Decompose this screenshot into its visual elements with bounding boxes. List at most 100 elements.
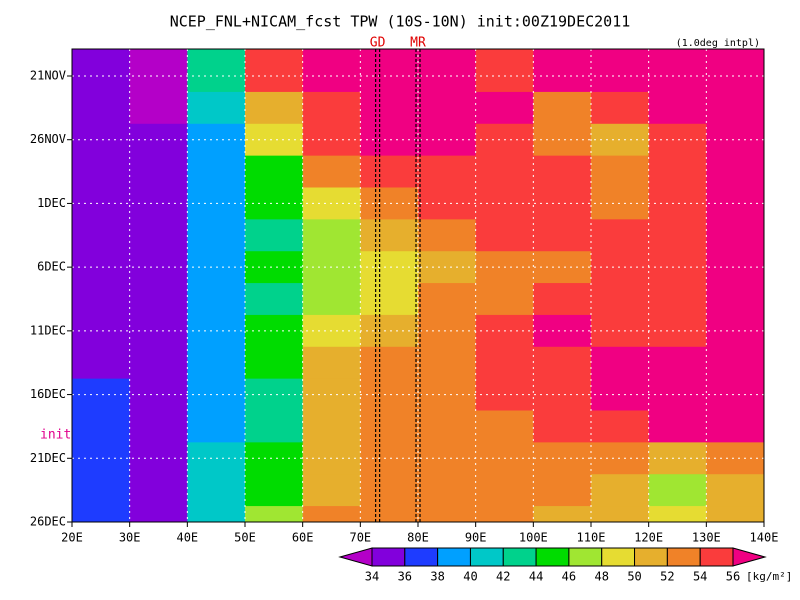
- colorbar-label: 54: [693, 570, 707, 584]
- colorbar-box: [404, 547, 439, 567]
- x-tick-label: 110E: [577, 531, 606, 545]
- colorbar-label: 40: [463, 570, 477, 584]
- heat-cell: [418, 91, 477, 125]
- heat-cell: [591, 442, 650, 475]
- heat-cell: [360, 49, 419, 93]
- heat-cell: [591, 49, 650, 93]
- heat-cell: [591, 346, 650, 380]
- heat-cell: [706, 91, 765, 125]
- heat-cell: [706, 378, 765, 411]
- colorbar-box: [502, 547, 537, 567]
- x-tick-label: 20E: [61, 531, 83, 545]
- heat-cell: [648, 219, 707, 252]
- heat-cell: [706, 283, 765, 316]
- heat-cell: [533, 187, 592, 220]
- heat-cell: [187, 91, 246, 125]
- x-tick-label: 90E: [465, 531, 487, 545]
- heat-cell: [245, 283, 304, 316]
- heat-cell: [187, 410, 246, 443]
- y-tick-label: 21NOV: [30, 69, 66, 83]
- heat-cell: [302, 410, 361, 443]
- heat-cell: [591, 314, 650, 348]
- x-tick-label: 140E: [750, 531, 779, 545]
- colorbar-box: [568, 547, 603, 567]
- heat-cell: [475, 91, 534, 125]
- colorbar-label: 38: [430, 570, 444, 584]
- heat-cell: [648, 442, 707, 475]
- colorbar-box: [437, 547, 471, 567]
- heat-cell: [302, 49, 361, 93]
- heat-cell: [533, 506, 592, 523]
- colorbar-arrow: [732, 547, 767, 567]
- heat-cell: [475, 474, 534, 507]
- x-tick-label: 100E: [519, 531, 548, 545]
- heat-cell: [302, 346, 361, 380]
- heat-cell: [302, 91, 361, 125]
- heat-cell: [706, 314, 765, 348]
- colorbar-label: 42: [496, 570, 510, 584]
- heat-cell: [360, 219, 419, 252]
- heat-cell: [533, 49, 592, 93]
- heat-cell: [591, 123, 650, 157]
- colorbar-unit: [kg/m²]: [746, 570, 792, 583]
- heat-cell: [245, 474, 304, 507]
- heat-cell: [648, 251, 707, 284]
- y-tick-label: 16DEC: [30, 387, 66, 401]
- heat-cell: [72, 49, 131, 93]
- heat-cell: [129, 49, 188, 93]
- heat-cell: [475, 346, 534, 380]
- heat-cell: [360, 155, 419, 188]
- init-annotation: init: [40, 428, 71, 443]
- heat-cell: [245, 251, 304, 284]
- heat-cell: [648, 314, 707, 348]
- heat-cell: [591, 187, 650, 220]
- heat-cell: [706, 251, 765, 284]
- x-tick-label: 50E: [234, 531, 256, 545]
- heat-cell: [360, 346, 419, 380]
- heat-cell: [706, 187, 765, 220]
- colorbar-box: [666, 547, 701, 567]
- x-tick-label: 80E: [407, 531, 429, 545]
- colorbar-box: [634, 547, 668, 567]
- colorbar-label: 50: [627, 570, 641, 584]
- heat-cell: [706, 410, 765, 443]
- heat-cell: [360, 474, 419, 507]
- heat-cell: [360, 283, 419, 316]
- heat-cell: [475, 155, 534, 188]
- heat-cell: [302, 283, 361, 316]
- heat-cell: [648, 474, 707, 507]
- heat-cell: [648, 123, 707, 157]
- heat-cell: [533, 474, 592, 507]
- heat-cell: [475, 506, 534, 523]
- y-tick-label: 21DEC: [30, 451, 66, 465]
- heat-cell: [591, 251, 650, 284]
- colorbar-label: 48: [595, 570, 609, 584]
- heat-cell: [706, 442, 765, 475]
- heat-cell: [706, 123, 765, 157]
- heat-cell: [533, 410, 592, 443]
- heat-cell: [129, 91, 188, 125]
- heat-cell: [591, 410, 650, 443]
- heat-cell: [129, 283, 188, 316]
- heat-cell: [648, 346, 707, 380]
- heat-cell: [533, 251, 592, 284]
- heat-cell: [187, 155, 246, 188]
- heat-cell: [360, 91, 419, 125]
- heat-cell: [129, 474, 188, 507]
- heat-cell: [129, 346, 188, 380]
- subtitle: (1.0deg intpl): [676, 38, 760, 49]
- heat-cell: [245, 91, 304, 125]
- heat-cell: [187, 506, 246, 523]
- plot-frame: [71, 48, 765, 523]
- heat-cell: [72, 155, 131, 188]
- heat-cell: [475, 219, 534, 252]
- heat-cell: [533, 155, 592, 188]
- heat-cell: [706, 49, 765, 93]
- heat-cell: [360, 506, 419, 523]
- heat-cell: [72, 346, 131, 380]
- heat-cell: [648, 155, 707, 188]
- heat-cell: [418, 506, 477, 523]
- heat-cell: [302, 155, 361, 188]
- heat-cell: [533, 91, 592, 125]
